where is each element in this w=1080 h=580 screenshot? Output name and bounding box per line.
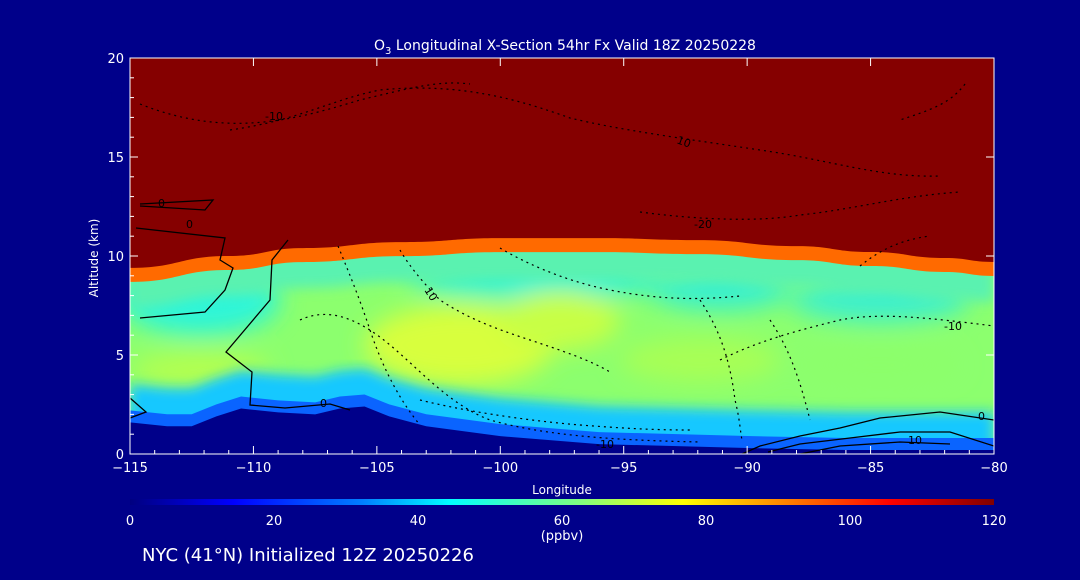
contour-label: 0 <box>158 197 165 210</box>
y-tick-label: 0 <box>116 448 124 463</box>
contour-solid <box>139 199 215 211</box>
x-axis-label: Longitude <box>532 483 592 497</box>
colorbar-tick-label: 80 <box>698 514 715 529</box>
x-tick-label: −100 <box>482 461 518 476</box>
contour-negative <box>639 191 961 220</box>
contour-label: -10 <box>265 110 283 123</box>
contour-label: 0 <box>186 218 193 231</box>
contour-lines <box>130 199 994 454</box>
plot-area: -10 10 0 0 -20 10 0 -10 -10 10 0 <box>130 58 994 454</box>
colorbar <box>130 499 994 505</box>
contour-label: -10 <box>596 438 614 451</box>
contour-positive <box>799 441 951 454</box>
x-tick-label: −110 <box>236 461 272 476</box>
contour-solid <box>135 227 234 319</box>
y-tick-label: 15 <box>107 151 124 166</box>
x-tick-label: −95 <box>610 461 637 476</box>
contour-negative <box>139 82 471 124</box>
contour-label: -20 <box>694 218 712 231</box>
contour-negative <box>859 235 931 267</box>
colorbar-tick-label: 100 <box>838 514 863 529</box>
stratosphere-fill <box>130 58 994 268</box>
colorbar-tick-label: 60 <box>554 514 571 529</box>
contour-label: 0 <box>320 397 327 410</box>
y-axis: 0 5 10 15 20 <box>107 52 994 463</box>
contour-positive <box>767 431 994 453</box>
x-axis: −115 −110 −105 −100 −95 −90 −85 −80 <box>112 58 1008 476</box>
contour-negative <box>899 83 966 121</box>
contour-negative <box>337 245 421 426</box>
y-axis-label: Altitude (km) <box>87 219 101 298</box>
x-tick-label: −90 <box>733 461 760 476</box>
colorbar-unit: (ppbv) <box>541 529 584 544</box>
colorbar-tick-label: 40 <box>410 514 427 529</box>
colorbar-tick-label: 0 <box>126 514 134 529</box>
x-tick-label: −80 <box>980 461 1007 476</box>
colorbar-tick-label: 120 <box>982 514 1007 529</box>
contour-labels: -10 10 0 0 -20 10 0 -10 -10 10 0 <box>158 110 985 451</box>
contour-solid <box>130 397 148 419</box>
contour-negative <box>229 87 941 177</box>
contour-label: -10 <box>944 320 962 333</box>
contour-negative <box>399 249 611 373</box>
contour-label: 10 <box>675 134 693 151</box>
colorbar-ticks: 0 20 40 60 80 100 120 <box>126 514 1007 529</box>
y-tick-label: 5 <box>116 349 124 364</box>
y-tick-label: 20 <box>107 52 124 67</box>
colorbar-tick-label: 20 <box>266 514 283 529</box>
y-tick-label: 10 <box>107 250 124 265</box>
contour-dashed <box>139 82 994 443</box>
contour-zero <box>741 411 994 454</box>
footer-text: NYC (41°N) Initialized 12Z 20250226 <box>142 545 474 566</box>
contour-zero <box>225 239 351 411</box>
x-tick-label: −105 <box>359 461 395 476</box>
contour-negative <box>719 315 994 361</box>
contour-negative <box>419 399 691 431</box>
contour-label: 10 <box>908 434 922 447</box>
x-tick-label: −115 <box>112 461 148 476</box>
contour-label: 0 <box>978 410 985 423</box>
terrain <box>130 406 994 454</box>
chart-title: O3 Longitudinal X-Section 54hr Fx Valid … <box>374 38 756 57</box>
contour-label: 10 <box>421 285 439 304</box>
x-tick-label: −85 <box>857 461 884 476</box>
